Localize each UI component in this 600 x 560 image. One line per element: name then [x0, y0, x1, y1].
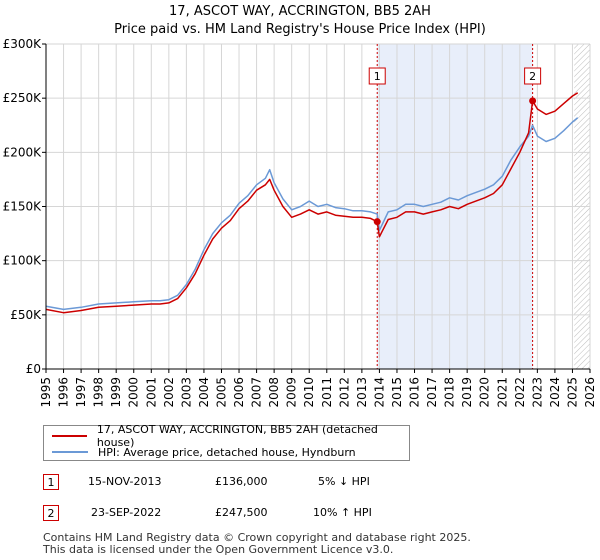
x-tick-label: 1995	[39, 377, 53, 408]
x-tick-label: 1999	[109, 377, 123, 408]
x-tick-label: 2023	[530, 377, 544, 408]
x-tick-label: 2009	[285, 377, 299, 408]
x-tick-label: 1997	[74, 377, 88, 408]
sale-label-box	[368, 67, 386, 85]
footer-copyright: Contains HM Land Registry data © Crown c…	[43, 531, 471, 544]
transaction-hpi: 10% ↑ HPI	[313, 506, 372, 519]
series-line-property	[45, 92, 579, 314]
x-tick-label: 2025	[565, 377, 579, 408]
y-tick-label: £100K	[3, 254, 43, 268]
sale-point	[373, 218, 381, 226]
x-tick-label: 2010	[302, 377, 316, 408]
x-tick-label: 2024	[548, 377, 562, 408]
x-tick-label: 2004	[197, 377, 211, 408]
x-tick-label: 1998	[92, 377, 106, 408]
x-tick-label: 2011	[320, 377, 334, 408]
transaction-hpi: 5% ↓ HPI	[318, 475, 370, 488]
x-tick-label: 2006	[232, 377, 246, 408]
x-tick-label: 2001	[144, 377, 158, 408]
sale-label: 2	[529, 70, 536, 83]
x-tick-label: 2014	[372, 377, 386, 408]
x-tick-label: 2021	[495, 377, 509, 408]
x-tick-label: 2017	[425, 377, 439, 408]
y-tick-label: £250K	[3, 91, 43, 105]
legend-swatch-property	[52, 435, 87, 437]
x-tick-label: 2026	[583, 377, 597, 408]
x-tick-label: 2019	[460, 377, 474, 408]
x-tick-label: 2003	[179, 377, 193, 408]
footer-licence: This data is licensed under the Open Gov…	[43, 543, 394, 556]
legend-label-property: 17, ASCOT WAY, ACCRINGTON, BB5 2AH (deta…	[96, 423, 378, 449]
x-tick-label: 2005	[214, 377, 228, 408]
legend-label-hpi: HPI: Average price, detached house, Hynd…	[98, 445, 356, 459]
series-line-hpi	[45, 117, 579, 311]
x-tick-label: 2015	[390, 377, 404, 408]
x-tick-label: 2020	[478, 377, 492, 408]
y-tick-label: £200K	[3, 145, 43, 159]
transaction-marker: 1	[43, 474, 59, 490]
transaction-date: 15-NOV-2013	[88, 475, 162, 488]
y-tick-label: £50K	[10, 308, 42, 322]
legend-swatch-hpi	[52, 451, 88, 453]
x-tick-label: 2008	[267, 377, 281, 408]
x-tick-label: 2012	[337, 377, 351, 408]
x-tick-label: 2022	[513, 377, 527, 408]
transaction-date: 23-SEP-2022	[91, 506, 162, 519]
x-tick-label: 2002	[162, 377, 176, 408]
x-tick-label: 1996	[57, 377, 71, 408]
x-tick-label: 2018	[443, 377, 457, 408]
y-tick-label: £150K	[3, 200, 43, 214]
legend-item-hpi: HPI: Average price, detached house, Hynd…	[52, 444, 356, 460]
transaction-marker: 2	[43, 505, 59, 521]
x-tick-label: 2000	[127, 377, 141, 408]
chart-subtitle: Price paid vs. HM Land Registry's House …	[114, 22, 486, 37]
y-tick-label: £0	[26, 362, 41, 376]
transaction-price: £136,000	[215, 475, 268, 488]
x-tick-label: 2013	[355, 377, 369, 408]
sale-label: 1	[374, 70, 381, 83]
chart-legend: 17, ASCOT WAY, ACCRINGTON, BB5 2AH (deta…	[43, 423, 410, 461]
transaction-price: £247,500	[215, 506, 268, 519]
sale-label-box	[524, 67, 542, 85]
x-tick-label: 2016	[408, 377, 422, 408]
sale-point	[529, 97, 537, 105]
y-tick-label: £300K	[3, 37, 43, 51]
chart-title: 17, ASCOT WAY, ACCRINGTON, BB5 2AH	[169, 4, 431, 19]
legend-item-property: 17, ASCOT WAY, ACCRINGTON, BB5 2AH (deta…	[52, 423, 409, 449]
x-tick-label: 2007	[250, 377, 264, 408]
